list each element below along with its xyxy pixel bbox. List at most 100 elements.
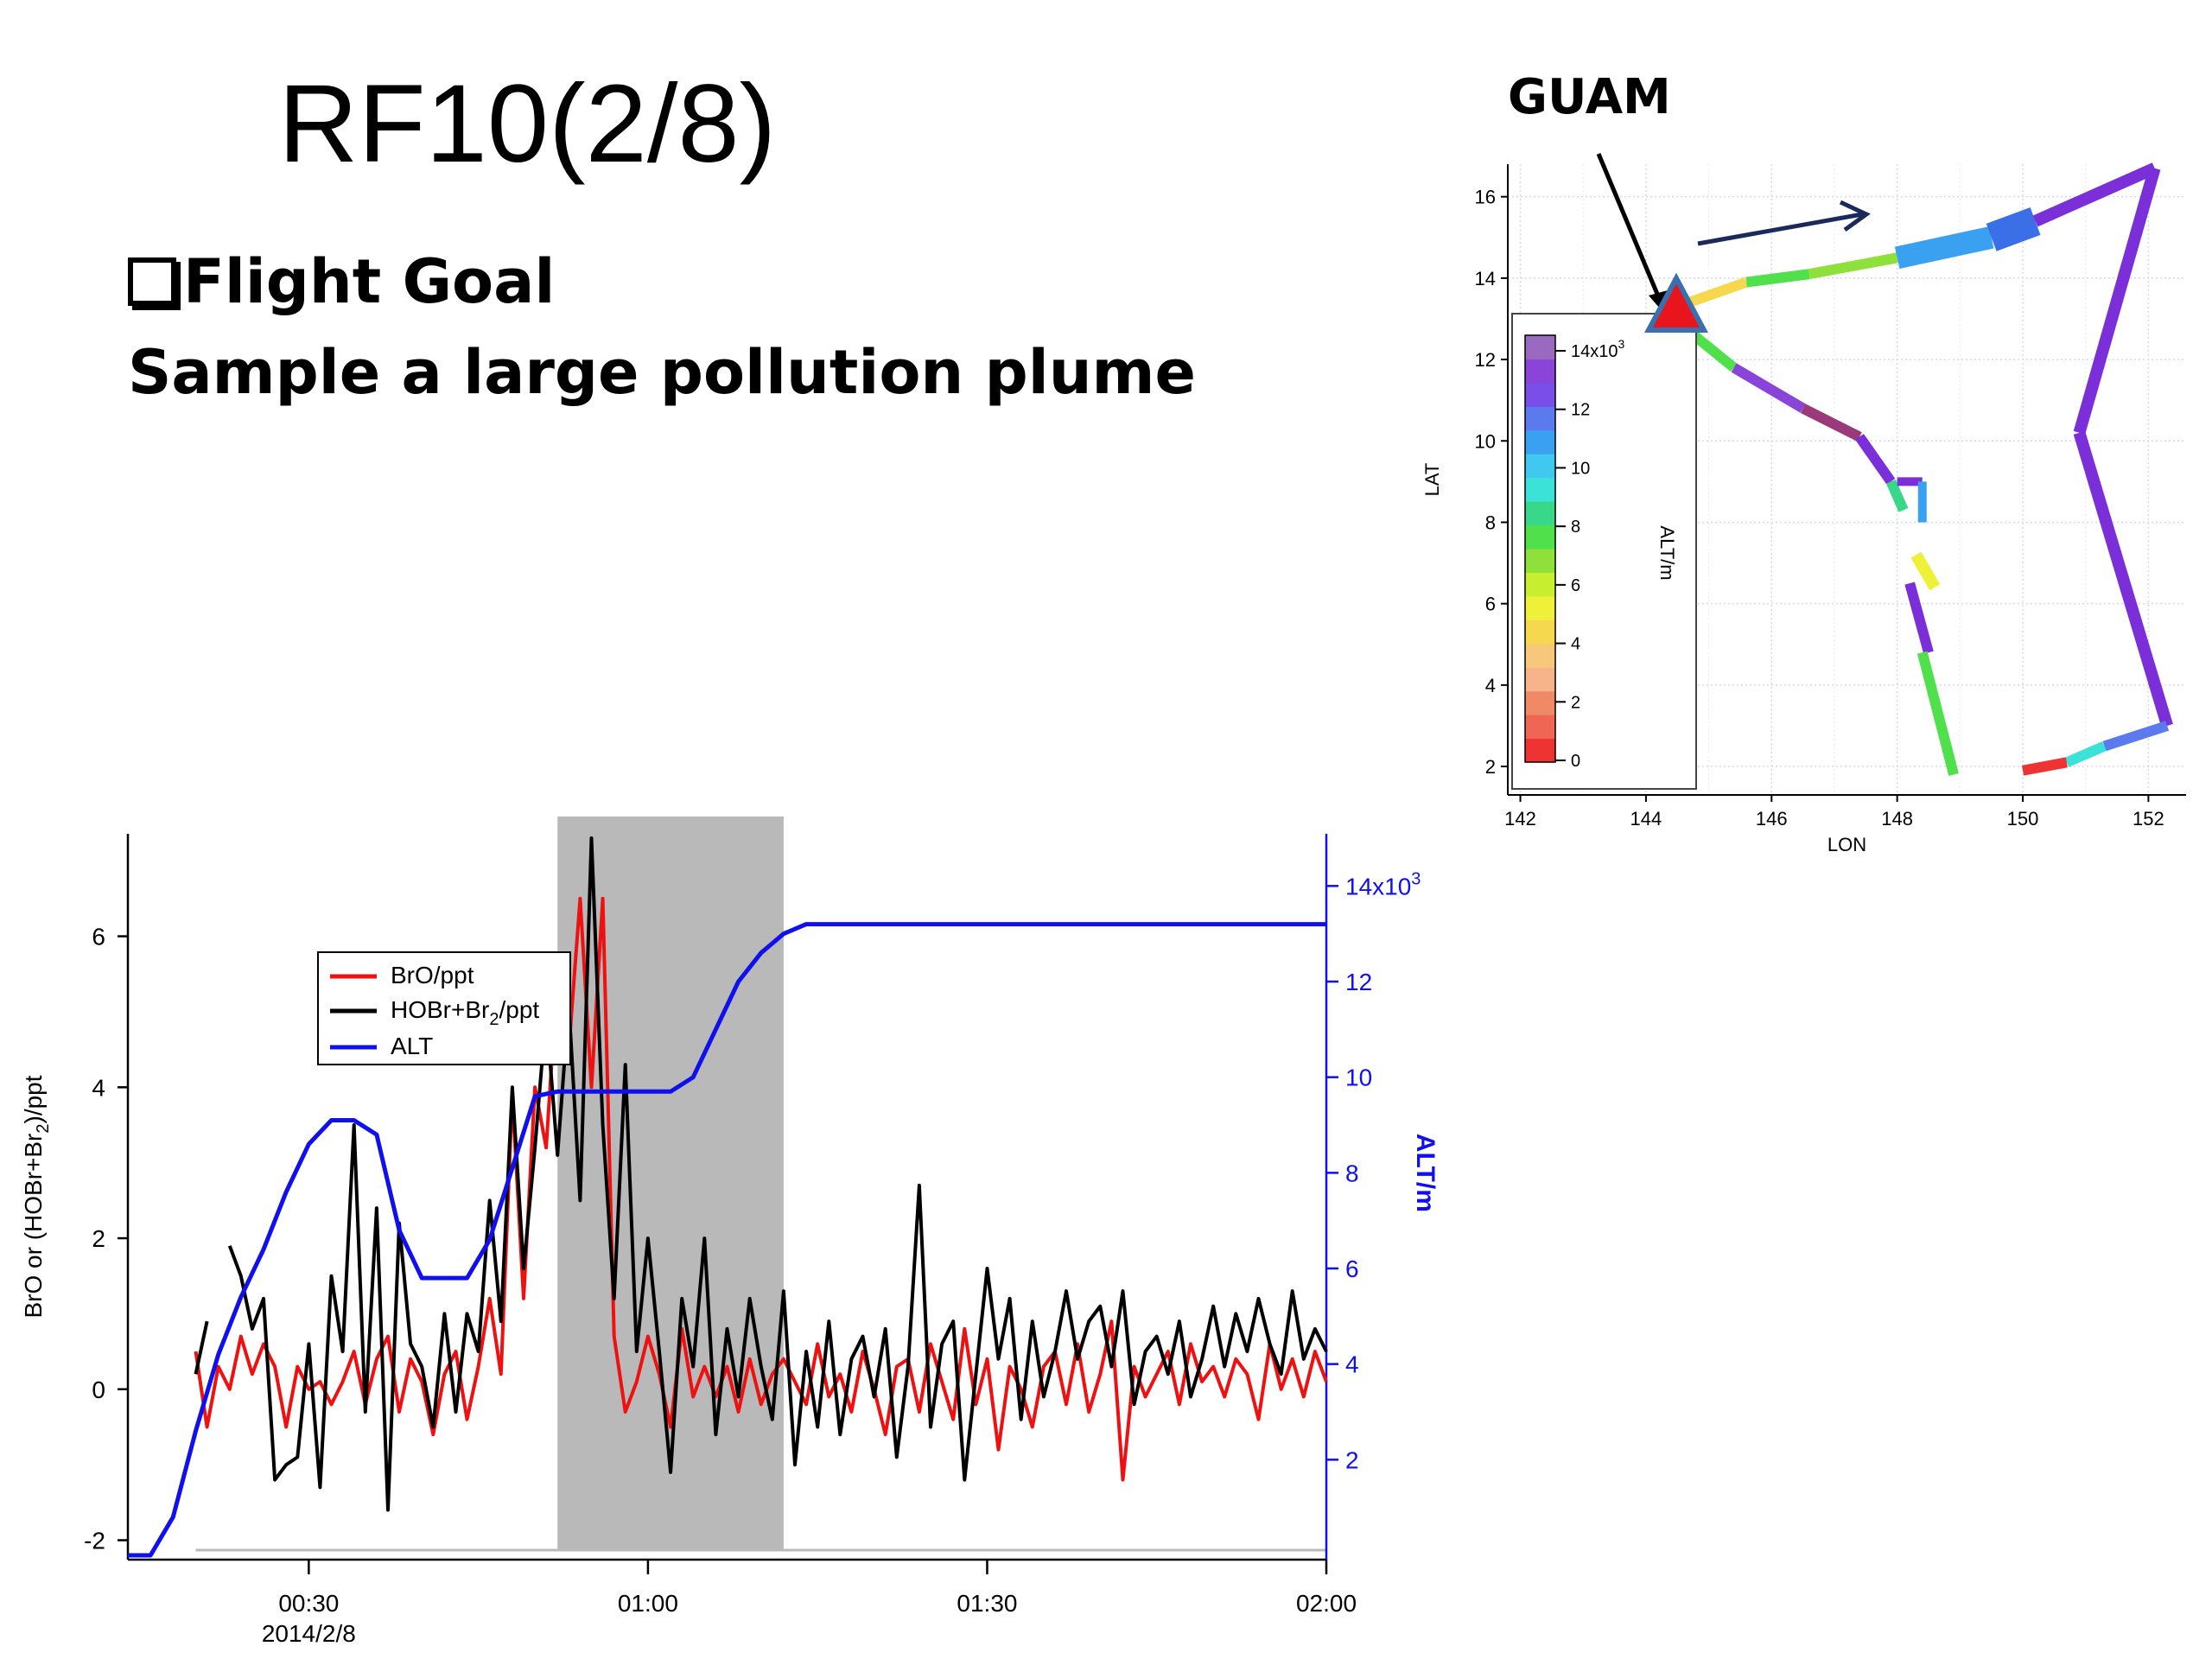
flight-track-map: 142 144 146 148 150 152 2 4 6 8 10 12 14 16 LON LAT 0 2 4…: [1421, 153, 2186, 855]
chart-tick-label-left: -2: [84, 1528, 105, 1554]
colorbar-swatch: [1525, 595, 1555, 620]
flight-track-segment: [1855, 434, 1896, 485]
series-line-bro: [194, 896, 1328, 1482]
colorbar-tick-label: 8: [1571, 518, 1580, 537]
colorbar-swatch: [1525, 382, 1555, 407]
guam-marker-triangle: [1644, 272, 1708, 333]
flight-track-segment: [1731, 363, 1806, 413]
direction-arrow-icon: [1697, 200, 1871, 246]
colorbar-swatch: [1525, 643, 1555, 668]
chart-tick-label-right: 8: [1345, 1160, 1359, 1186]
colorbar-tick-label: 10: [1571, 459, 1590, 478]
chart-tick-label-right: 6: [1345, 1255, 1359, 1282]
colorbar-tick-label: 4: [1571, 635, 1580, 654]
colorbar-swatch: [1525, 667, 1555, 692]
map-track: [1675, 162, 2173, 776]
chart-tick-label-bottom: 00:30: [278, 1590, 339, 1617]
colorbar-tick-label: 6: [1571, 576, 1580, 595]
chart-tick-label-left: 0: [92, 1376, 105, 1403]
map-axis-label-x: LON: [1827, 834, 1866, 855]
bullet-body-text: Sample a large pollution plume: [128, 337, 1196, 408]
map-tick-label-y: 4: [1485, 675, 1496, 696]
colorbar-swatch: [1525, 715, 1555, 740]
guam-pointer-arrow: [1596, 153, 1668, 315]
map-tick-label-x: 144: [1630, 808, 1662, 830]
colorbar-swatch: [1525, 406, 1555, 431]
chart-tick-label-right: 14x103: [1345, 869, 1421, 899]
colorbar-exponent: 3: [1618, 337, 1625, 351]
legend-label-hobr: HOBr+Br2/ppt: [391, 996, 539, 1029]
colorbar-swatch: [1525, 620, 1555, 645]
flight-track-segment: [2032, 162, 2158, 227]
colorbar-tick-label: 0: [1571, 752, 1580, 771]
colorbar-swatch: [1525, 690, 1555, 715]
checkbox-bullet-icon: [128, 257, 176, 306]
chart-tick-label-bottom: 01:00: [618, 1590, 678, 1617]
chart-tick-label-left: 2: [92, 1225, 105, 1252]
flight-track-segment: [1800, 404, 1862, 442]
map-axes: 142 144 146 148 150 152 2 4 6 8 10 12 14 16 LON LAT: [1421, 164, 2186, 855]
colorbar-swatch: [1525, 524, 1555, 550]
flight-track-segment: [2073, 166, 2161, 435]
flight-track-segment: [2064, 741, 2107, 767]
shaded-plume-interval: [557, 817, 784, 1551]
slide-title: RF10(2/8): [278, 62, 777, 186]
map-tick-label-y: 10: [1475, 430, 1496, 452]
chart-date-label: 2014/2/8: [262, 1620, 356, 1647]
bullet-heading: Flight Goal: [128, 246, 555, 317]
map-tick-label-x: 152: [2133, 808, 2164, 830]
legend-label-bro: BrO/ppt: [391, 962, 474, 988]
colorbar-swatch: [1525, 335, 1555, 359]
map-tick-label-y: 14: [1475, 268, 1496, 289]
guam-label: GUAM: [1508, 69, 1671, 125]
chart-series: [128, 836, 1328, 1558]
flight-track-segment: [1885, 479, 1909, 512]
chart-ylabel-right: ALT/m: [1411, 1134, 1440, 1212]
chart-tick-label-left: 4: [92, 1074, 105, 1101]
chart-tick-label-right: 12: [1345, 969, 1372, 995]
chart-right-exponent: 3: [1411, 869, 1421, 888]
map-tick-label-x: 150: [2007, 808, 2039, 830]
map-tick-label-x: 142: [1504, 808, 1536, 830]
colorbar-swatch: [1525, 477, 1555, 502]
colorbar-swatch: [1525, 549, 1555, 573]
bullet-heading-text: Flight Goal: [183, 246, 556, 317]
flight-track-segment: [1986, 207, 2041, 251]
flight-track-segment: [2073, 430, 2173, 728]
colorbar-swatch: [1525, 359, 1555, 384]
chart-tick-label-bottom: 02:00: [1296, 1590, 1357, 1617]
colorbar-tick-label: 2: [1571, 693, 1580, 712]
colorbar-swatch: [1525, 501, 1555, 526]
map-tick-label-x: 146: [1756, 808, 1788, 830]
flight-track-segment: [1745, 269, 1810, 288]
colorbar-frame: [1524, 334, 1556, 763]
chart-ylabel-left: BrO or (HOBr+Br2)/ppt: [20, 1075, 53, 1318]
map-tick-label-y: 12: [1475, 349, 1496, 371]
flight-track-segment: [1916, 651, 1959, 776]
map-tick-label-y: 8: [1485, 512, 1496, 533]
map-tick-label-y: 2: [1485, 756, 1496, 778]
map-tick-label-y: 16: [1475, 187, 1496, 208]
map-tick-label-y: 6: [1485, 594, 1496, 615]
colorbar-swatch: [1525, 429, 1555, 454]
series-line-alt: [128, 922, 1326, 1558]
flight-track-segment: [1808, 252, 1898, 280]
legend-label-alt: ALT: [391, 1033, 433, 1059]
chart-xlabel: dat: [658, 1656, 692, 1659]
map-tick-label-x: 148: [1881, 808, 1913, 830]
chart-tick-label-right: 4: [1345, 1351, 1359, 1378]
colorbar-swatch: [1525, 454, 1555, 479]
chart-tick-label-right: 10: [1345, 1065, 1372, 1091]
map-axis-label-y: LAT: [1421, 463, 1443, 497]
chart-tick-label-left: 6: [92, 924, 105, 950]
colorbar-label: ALT/m: [1656, 525, 1678, 580]
flight-track-segment: [2021, 757, 2068, 776]
flight-track-segment: [1894, 226, 1994, 270]
colorbar-tick-label: 12: [1571, 401, 1590, 420]
flight-track-segment: [1910, 551, 1941, 591]
bro-time-series-chart: -2 0 2 4 6 2 4 6 8 10 12 14x103 00:30 01:00 01:30 02:00…: [20, 817, 1440, 1659]
flight-track-segment: [1904, 582, 1934, 654]
chart-tick-label-bottom: 01:30: [957, 1590, 1017, 1617]
